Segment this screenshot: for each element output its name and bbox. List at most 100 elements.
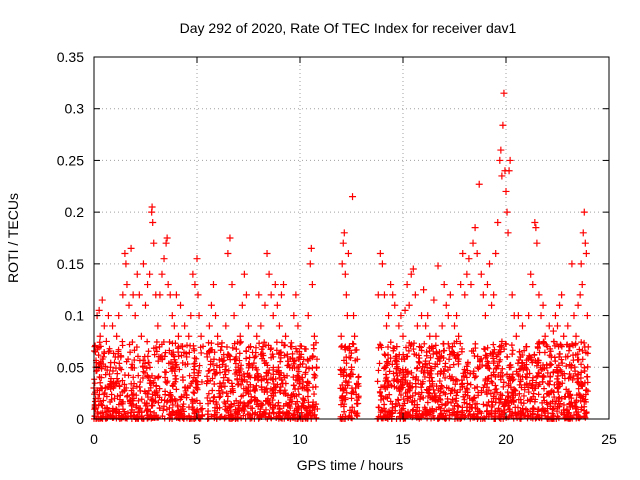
band-marker [217,393,224,400]
band-marker [109,368,116,375]
band-marker [410,374,417,381]
band-marker [487,350,494,357]
data-point-marker [139,260,147,268]
data-point-marker [562,353,570,361]
band-marker [174,402,181,409]
band-marker [557,400,564,407]
band-marker [310,399,317,406]
band-marker [585,343,592,350]
band-marker [471,374,478,381]
band-marker [387,339,394,346]
data-point-marker [97,374,105,382]
band-marker [299,360,306,367]
band-marker [515,372,522,379]
band-marker [427,354,434,361]
band-marker [415,358,422,365]
band-marker [404,368,411,375]
band-marker [186,372,193,379]
band-marker [419,412,426,419]
band-marker [234,375,241,382]
band-marker [159,413,166,420]
data-point-marker [189,270,197,278]
band-marker [575,378,582,385]
data-point-marker [582,250,590,258]
data-point-marker [338,260,346,268]
band-marker [121,381,128,388]
band-marker [205,408,212,415]
band-marker [205,390,212,397]
band-marker [392,400,399,407]
band-marker [499,372,506,379]
data-point-marker [505,167,513,175]
data-point-marker [232,353,240,361]
band-marker [173,361,180,368]
band-marker [442,374,449,381]
band-marker [236,350,243,357]
band-marker [413,408,420,415]
data-point-marker [558,291,566,299]
band-marker [483,389,490,396]
band-marker [416,396,423,403]
band-marker [309,352,316,359]
band-marker [286,403,293,410]
band-marker [447,390,454,397]
data-point-marker [154,322,162,330]
data-point-marker [242,291,250,299]
band-marker [541,385,548,392]
data-point-marker [216,363,224,371]
data-point-marker [170,322,178,330]
data-point-marker [306,260,314,268]
band-marker [442,360,449,367]
data-point-marker [570,312,578,320]
data-point-marker [162,239,170,247]
data-point-marker [121,250,129,258]
y-tick-label: 0.25 [57,152,84,168]
data-point-marker [144,281,152,289]
data-point-marker [578,281,586,289]
band-marker [531,351,538,358]
band-marker [304,393,311,400]
data-point-marker [448,343,456,351]
band-marker [429,407,436,414]
data-point-marker [494,218,502,226]
band-marker [518,360,525,367]
band-marker [485,360,492,367]
band-marker [227,408,234,415]
band-marker [197,344,204,351]
band-marker [189,400,196,407]
band-marker [153,382,160,389]
band-marker [294,372,301,379]
band-marker [171,353,178,360]
band-marker [162,374,169,381]
band-marker [457,340,464,347]
y-tick-label: 0.3 [65,101,85,117]
band-marker [252,353,259,360]
band-marker [170,349,177,356]
data-point-marker [158,270,166,278]
band-marker [375,367,382,374]
band-marker [211,381,218,388]
band-marker [205,400,212,407]
data-point-marker [477,270,485,278]
band-marker [566,371,573,378]
band-marker [418,389,425,396]
band-marker [236,340,243,347]
band-marker [559,380,566,387]
band-marker [541,349,548,356]
band-marker [259,401,266,408]
band-marker [419,363,426,370]
band-marker [155,373,162,380]
band-marker [454,352,461,359]
data-point-marker [212,312,220,320]
band-marker [210,366,217,373]
band-marker [114,370,121,377]
band-marker [533,362,540,369]
band-marker [548,387,555,394]
data-point-marker [166,291,174,299]
band-marker [284,414,291,421]
band-marker [411,401,418,408]
data-point-marker [181,322,189,330]
band-marker [156,385,163,392]
band-marker [521,347,528,354]
band-marker [281,387,288,394]
